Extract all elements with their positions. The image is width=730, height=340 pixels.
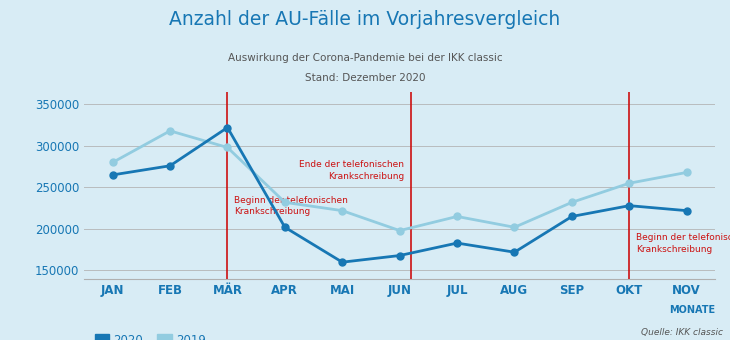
Text: Beginn der telefonischen
Krankschreibung: Beginn der telefonischen Krankschreibung bbox=[234, 196, 348, 217]
Text: Anzahl der AU-Fälle im Vorjahresvergleich: Anzahl der AU-Fälle im Vorjahresvergleic… bbox=[169, 10, 561, 29]
Text: Beginn der telefonischen
Krankschreibung: Beginn der telefonischen Krankschreibung bbox=[636, 233, 730, 254]
Legend: 2020, 2019: 2020, 2019 bbox=[90, 329, 211, 340]
Text: MONATE: MONATE bbox=[669, 305, 715, 315]
Text: Quelle: IKK classic: Quelle: IKK classic bbox=[641, 328, 723, 337]
Text: Auswirkung der Corona-Pandemie bei der IKK classic: Auswirkung der Corona-Pandemie bei der I… bbox=[228, 53, 502, 63]
Text: Stand: Dezember 2020: Stand: Dezember 2020 bbox=[304, 73, 426, 83]
Text: Ende der telefonischen
Krankschreibung: Ende der telefonischen Krankschreibung bbox=[299, 160, 404, 181]
